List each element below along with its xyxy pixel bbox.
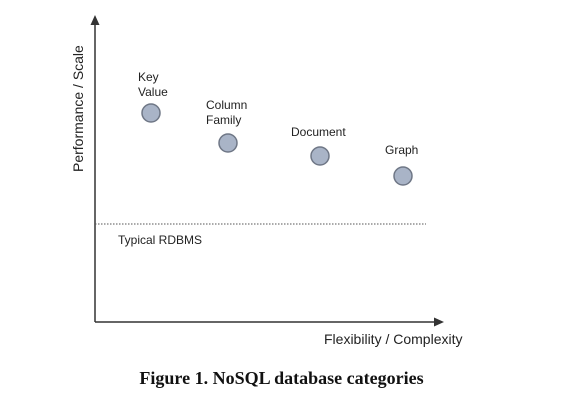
column-family-marker — [218, 133, 238, 153]
graph-label: Graph — [385, 143, 419, 157]
document-marker — [310, 146, 330, 166]
document-label: Document — [291, 125, 346, 139]
y-axis-label: Performance / Scale — [70, 45, 86, 172]
x-axis-label: Flexibility / Complexity — [324, 331, 463, 347]
figure-caption: Figure 1. NoSQL database categories — [139, 368, 424, 388]
rdbms-reference-label: Typical RDBMS — [118, 233, 203, 247]
x-axis-arrowhead — [434, 317, 444, 327]
graph-marker — [393, 166, 413, 186]
key-value-marker — [141, 103, 161, 123]
column-family-label: Column Family — [206, 98, 248, 127]
key-value-label: Key Value — [138, 70, 168, 99]
y-axis-arrowhead — [90, 15, 100, 25]
